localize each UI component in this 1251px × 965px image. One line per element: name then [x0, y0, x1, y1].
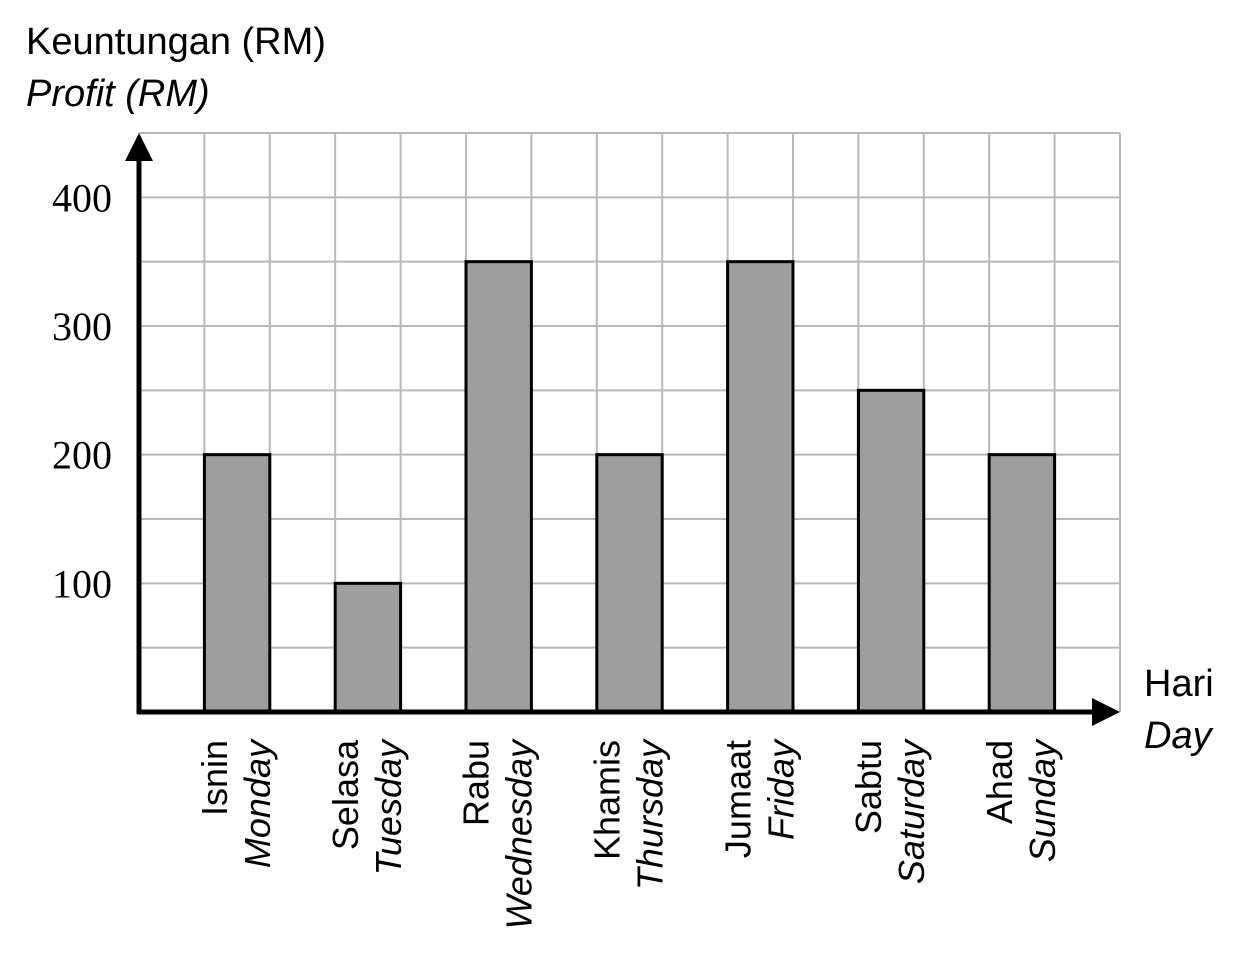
y-axis-title: Keuntungan (RM) [26, 21, 326, 63]
y-tick-label-400: 400 [52, 175, 112, 220]
bar-thursday [595, 453, 664, 714]
bar-friday [726, 260, 795, 714]
x-tick-label-english-monday: Monday [237, 738, 278, 868]
x-tick-label-tuesday: Selasa [325, 739, 366, 850]
x-tick-label-thursday: Khamis [587, 740, 628, 860]
x-axis-title: Hari [1144, 663, 1214, 705]
x-tick-label-english-saturday: Saturday [891, 738, 932, 884]
x-tick-label-english-tuesday: Tuesday [368, 738, 409, 875]
x-tick-label-monday: Isnin [194, 740, 235, 816]
bar-sunday [987, 453, 1057, 714]
bar-tuesday [333, 581, 403, 714]
bars [202, 260, 1057, 714]
x-tick-label-friday: Jumaat [717, 740, 758, 858]
x-tick-label-saturday: Sabtu [848, 740, 889, 834]
bar-wednesday [464, 260, 533, 714]
x-axis-arrow-icon [1092, 698, 1120, 726]
x-tick-label-wednesday: Rabu [456, 740, 497, 826]
x-axis-title-english: Day [1144, 715, 1214, 757]
y-tick-label-200: 200 [52, 433, 112, 478]
y-tick-label-100: 100 [52, 561, 112, 606]
x-tick-label-english-thursday: Thursday [630, 738, 671, 890]
x-tick-label-english-friday: Friday [760, 738, 801, 840]
bar-monday [202, 453, 272, 714]
y-axis-arrow-icon [125, 133, 153, 161]
x-tick-label-english-sunday: Sunday [1022, 738, 1063, 862]
y-tick-label-300: 300 [52, 304, 112, 349]
bar-saturday [856, 388, 926, 714]
y-tick-labels: 100 200 300 400 [52, 175, 112, 606]
x-category-labels: Isnin Monday Selasa Tuesday Rabu Wednesday Kha… [194, 738, 1063, 929]
y-axis-title-english: Profit (RM) [26, 73, 210, 115]
x-tick-label-english-wednesday: Wednesday [499, 738, 540, 929]
x-tick-label-sunday: Ahad [979, 740, 1020, 824]
axes [125, 133, 1120, 726]
